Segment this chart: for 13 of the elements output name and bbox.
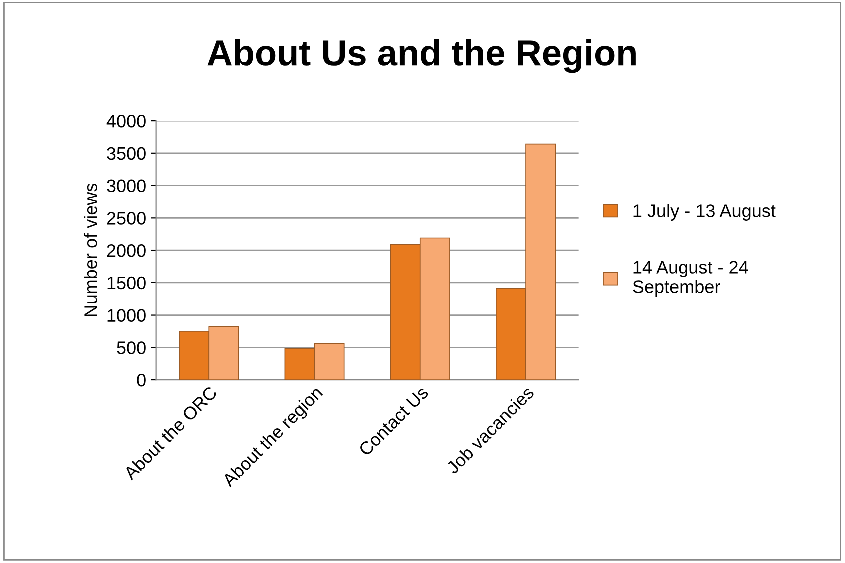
y-tick-label: 500 — [117, 342, 146, 354]
legend-label: 1 July - 13 August — [634, 204, 776, 221]
y-tick-label: 2000 — [107, 244, 146, 258]
y-tick-label: 3000 — [107, 180, 146, 193]
y-tick-label: 1000 — [108, 309, 146, 322]
y-tick-label: 0 — [137, 374, 146, 387]
legend-label: 14 August - 24 September — [633, 261, 748, 297]
y-tick-label: 3500 — [107, 147, 146, 160]
y-axis-title: Number of views — [84, 184, 98, 316]
y-tick-label: 1500 — [108, 276, 146, 290]
chart-title: About Us and the Region — [208, 39, 636, 74]
y-tick-label: 4000 — [106, 114, 146, 128]
y-tick-label: 2500 — [107, 212, 146, 225]
